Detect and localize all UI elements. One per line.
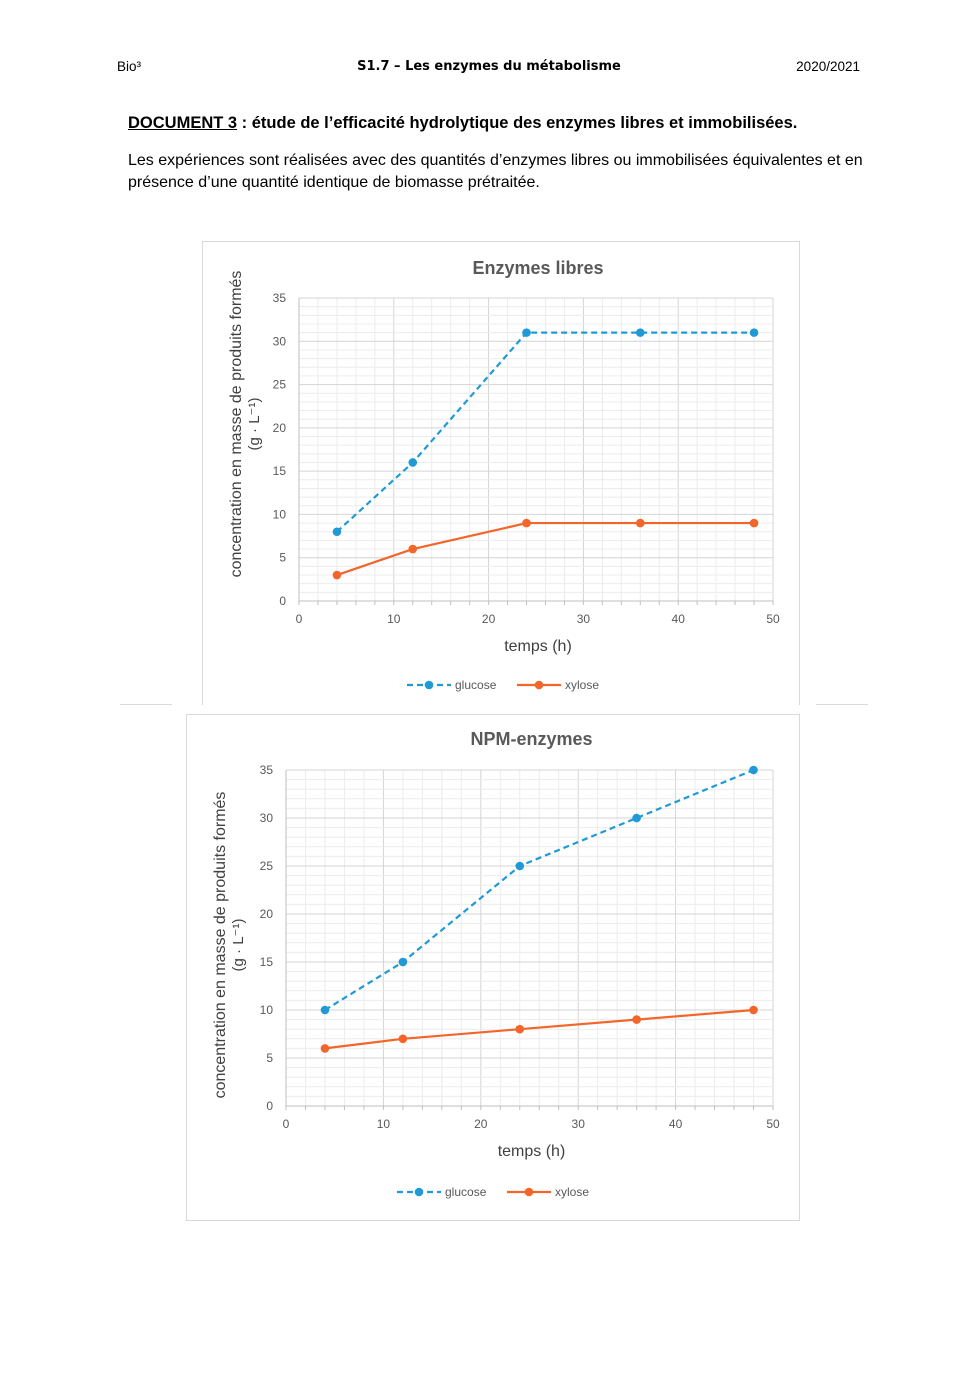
chart-title: Enzymes libres xyxy=(472,258,603,278)
legend-marker-glucose xyxy=(424,680,434,690)
chart-title: NPM-enzymes xyxy=(470,729,592,749)
x-tick-label: 40 xyxy=(672,612,686,626)
x-tick-label: 0 xyxy=(296,612,303,626)
chart-svg: 0 10 20 30 40 50 0 5 10 15 20 25 30 35 NPM-enzymes temp… xyxy=(212,729,780,1199)
header-title: S1.7 – Les enzymes du métabolisme xyxy=(357,59,621,74)
y-tick-label: 15 xyxy=(273,464,287,478)
x-tick-label: 50 xyxy=(766,612,780,626)
data-point-xylose xyxy=(522,518,531,528)
data-point-xylose xyxy=(749,518,759,528)
y-tick-label: 5 xyxy=(279,551,286,565)
grid xyxy=(285,769,774,1107)
y-tick-label: 20 xyxy=(260,907,274,921)
data-point-xylose xyxy=(398,1034,408,1044)
x-tick-label: 10 xyxy=(387,612,401,626)
data-point-xylose xyxy=(332,570,342,580)
y-tick-label: 30 xyxy=(273,334,287,348)
y-tick-label: 15 xyxy=(260,955,274,969)
x-tick-label: 40 xyxy=(669,1117,683,1131)
intro-paragraph: Les expériences sont réalisées avec des … xyxy=(128,152,863,191)
y-tick-label: 30 xyxy=(260,811,274,825)
header-year: 2020/2021 xyxy=(796,59,860,74)
x-axis-label: temps (h) xyxy=(504,638,572,655)
data-point-glucose xyxy=(320,1005,330,1015)
data-point-xylose xyxy=(749,1005,758,1015)
data-point-glucose xyxy=(515,861,525,871)
chart-svg: 0 10 20 30 40 50 0 5 10 15 20 25 30 35 Enzymes libres t… xyxy=(228,258,780,692)
data-point-glucose xyxy=(332,527,342,537)
y-tick-label: 5 xyxy=(266,1051,273,1065)
data-point-glucose xyxy=(749,765,758,775)
chart-enzymes-libres: 0 10 20 30 40 50 0 5 10 15 20 25 30 35 Enzymes libres t… xyxy=(202,241,800,705)
x-tick-label: 30 xyxy=(577,612,591,626)
x-axis-label: temps (h) xyxy=(498,1143,566,1160)
data-point-xylose xyxy=(632,1015,641,1024)
chart-npm-enzymes: 0 10 20 30 40 50 0 5 10 15 20 25 30 35 NPM-enzymes temp… xyxy=(186,714,800,1221)
data-point-xylose xyxy=(515,1024,525,1034)
legend: glucose xylose xyxy=(397,1185,589,1199)
y-tick-label: 10 xyxy=(260,1003,274,1017)
x-tick-label: 20 xyxy=(474,1117,488,1131)
divider-left xyxy=(120,704,172,705)
x-tick-label: 20 xyxy=(482,612,496,626)
y-axis-label: concentration en masse de produits formé… xyxy=(212,792,229,1099)
document-title: DOCUMENT 3 : étude de l’efficacité hydro… xyxy=(128,114,797,133)
legend: glucose xylose xyxy=(407,678,599,692)
y-tick-label: 10 xyxy=(273,507,287,521)
y-tick-label: 20 xyxy=(273,421,287,435)
x-tick-label: 30 xyxy=(572,1117,586,1131)
legend-label-xylose: xylose xyxy=(565,678,599,692)
divider-right xyxy=(816,704,868,705)
document-label: DOCUMENT 3 xyxy=(128,114,238,132)
grid xyxy=(298,297,774,602)
y-axis-unit-label: (g · L⁻¹) xyxy=(246,398,263,451)
legend-marker-xylose xyxy=(534,680,544,690)
legend-label-xylose: xylose xyxy=(555,1185,589,1199)
legend-label-glucose: glucose xyxy=(455,678,497,692)
y-tick-label: 0 xyxy=(279,594,286,608)
data-point-glucose xyxy=(749,328,759,337)
data-point-glucose xyxy=(522,328,531,337)
data-point-glucose xyxy=(408,458,418,467)
y-tick-label: 35 xyxy=(260,763,274,777)
data-point-glucose xyxy=(635,328,645,337)
y-tick-label: 25 xyxy=(260,859,274,873)
x-tick-label: 50 xyxy=(766,1117,780,1131)
y-axis-unit-label: (g · L⁻¹) xyxy=(230,919,247,972)
y-tick-label: 35 xyxy=(273,291,287,305)
data-point-glucose xyxy=(632,813,641,823)
data-point-xylose xyxy=(408,544,418,554)
y-axis-label: concentration en masse de produits formé… xyxy=(228,271,245,578)
data-point-xylose xyxy=(320,1044,330,1053)
data-point-glucose xyxy=(398,957,408,967)
legend-marker-glucose xyxy=(414,1187,424,1197)
y-tick-label: 25 xyxy=(273,378,287,392)
header-left: Bio³ xyxy=(117,59,142,74)
x-tick-label: 10 xyxy=(377,1117,391,1131)
document-title-text: : étude de l’efficacité hydrolytique des… xyxy=(237,114,798,132)
x-tick-label: 0 xyxy=(283,1117,290,1131)
legend-marker-xylose xyxy=(524,1187,534,1197)
y-tick-label: 0 xyxy=(266,1099,273,1113)
data-point-xylose xyxy=(635,518,645,528)
legend-label-glucose: glucose xyxy=(445,1185,487,1199)
